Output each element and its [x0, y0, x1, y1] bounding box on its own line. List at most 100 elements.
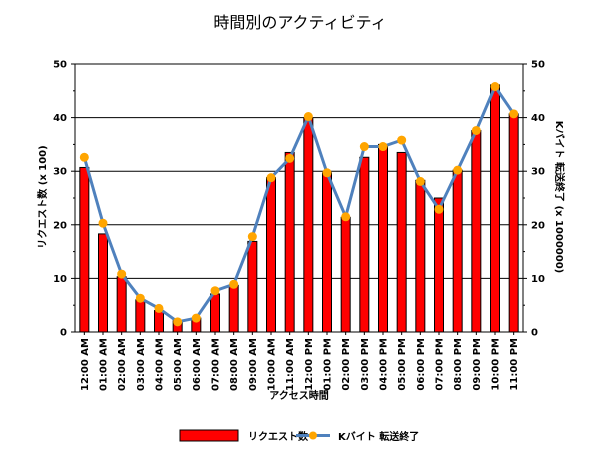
bar — [396, 151, 407, 333]
line-point — [79, 152, 89, 162]
bar — [471, 129, 482, 333]
line-point — [359, 142, 369, 152]
line-point — [303, 112, 313, 122]
right-tick-label: 40 — [531, 113, 545, 124]
x-tick-label: 11:00 PM — [509, 338, 520, 391]
bar — [490, 84, 500, 333]
legend-label-bytes: Kバイト 転送終了 — [338, 430, 419, 443]
x-tick-label: 05:00 PM — [397, 338, 408, 391]
line-point — [247, 232, 257, 242]
x-tick-label: 12:00 AM — [80, 338, 91, 391]
left-tick-label: 20 — [53, 220, 67, 231]
legend-label-requests: リクエスト数 — [248, 430, 309, 443]
y-axis-label: リクエスト数 (x 100) — [36, 145, 49, 248]
x-tick-label: 02:00 AM — [117, 338, 128, 391]
line-series — [79, 82, 519, 327]
axes — [71, 63, 527, 335]
bar-series — [79, 84, 519, 333]
bar — [228, 284, 239, 333]
line-point — [191, 313, 201, 323]
line-point — [135, 293, 145, 303]
bar — [116, 276, 127, 333]
right-tick-label: 50 — [531, 60, 545, 71]
bar — [284, 151, 295, 333]
x-tick-label: 08:00 AM — [229, 338, 240, 391]
left-tick-label: 0 — [60, 328, 67, 339]
chart-title: 時間別のアクティビティ — [213, 13, 386, 32]
bar — [434, 197, 444, 333]
bar — [98, 233, 108, 333]
left-tick-label: 10 — [53, 274, 67, 285]
line-point — [434, 204, 444, 214]
bar — [247, 240, 258, 333]
x-tick-label: 06:00 PM — [416, 338, 427, 391]
x-tick-label: 07:00 AM — [211, 338, 222, 391]
x-tick-label: 09:00 PM — [472, 338, 483, 391]
bar — [303, 117, 314, 333]
line-point — [285, 153, 295, 163]
right-tick-label: 10 — [531, 274, 545, 285]
x-tick-label: 04:00 AM — [155, 338, 166, 391]
bar — [452, 169, 463, 333]
right-tick-label: 20 — [531, 220, 545, 231]
x-tick-label: 08:00 PM — [453, 338, 464, 391]
x-tick-label: 12:00 PM — [304, 338, 315, 391]
right-tick-label: 0 — [531, 328, 538, 339]
line-point — [173, 317, 183, 327]
bar — [340, 216, 351, 333]
line-point — [453, 165, 463, 175]
legend-marker-bytes — [309, 431, 317, 440]
line-point — [117, 269, 127, 279]
x-axis-ticks: 12:00 AM 01:00 AM 02:00 AM 03:00 AM 04:00 AM… — [80, 338, 520, 391]
x-tick-label: 10:00 AM — [267, 338, 278, 391]
line-point — [471, 125, 481, 135]
left-tick-label: 50 — [53, 60, 67, 71]
x-tick-label: 06:00 AM — [192, 338, 203, 391]
x-tick-label: 03:00 PM — [360, 338, 371, 391]
bar — [508, 113, 519, 333]
right-axis-ticks: 0 10 20 30 40 50 — [531, 60, 545, 339]
x-axis-label: アクセス時間 — [269, 389, 329, 402]
line-point — [397, 135, 407, 145]
bar — [210, 293, 220, 333]
bar — [154, 310, 164, 333]
bar — [135, 299, 146, 333]
line-point — [490, 82, 500, 92]
line-point — [98, 218, 108, 228]
line-point — [509, 109, 519, 119]
x-tick-label: 05:00 AM — [173, 338, 184, 391]
bar — [266, 177, 276, 333]
x-tick-label: 10:00 PM — [491, 338, 502, 391]
bar — [378, 143, 388, 333]
y2-axis-label: Kバイト 転送終了 (x 1000000) — [553, 121, 566, 274]
x-tick-label: 11:00 AM — [285, 338, 296, 391]
right-tick-label: 30 — [531, 167, 545, 178]
line-series-path — [82, 83, 515, 324]
bar — [359, 156, 370, 333]
x-tick-label: 07:00 PM — [435, 338, 446, 391]
x-tick-label: 09:00 AM — [248, 338, 259, 391]
line-point — [378, 142, 388, 152]
bar — [322, 172, 332, 333]
x-tick-label: 01:00 PM — [323, 338, 334, 391]
x-tick-label: 03:00 AM — [136, 338, 147, 391]
line-point — [322, 168, 332, 178]
x-tick-label: 01:00 AM — [99, 338, 110, 391]
x-tick-label: 02:00 PM — [341, 338, 352, 391]
legend-swatch-requests — [179, 429, 239, 442]
line-point — [266, 173, 276, 183]
grid-lines — [75, 63, 523, 279]
line-point — [341, 212, 351, 222]
line-point — [415, 176, 425, 186]
bar — [415, 179, 426, 333]
left-axis-ticks: 0 10 20 30 40 50 — [53, 60, 67, 339]
bar — [79, 166, 90, 333]
line-point — [154, 303, 164, 313]
line-point — [210, 286, 220, 296]
line-point — [229, 279, 239, 289]
left-tick-label: 30 — [53, 167, 67, 178]
legend: リクエスト数 Kバイト 転送終了 — [179, 429, 419, 443]
x-tick-label: 04:00 PM — [379, 338, 390, 391]
left-tick-label: 40 — [53, 113, 67, 124]
